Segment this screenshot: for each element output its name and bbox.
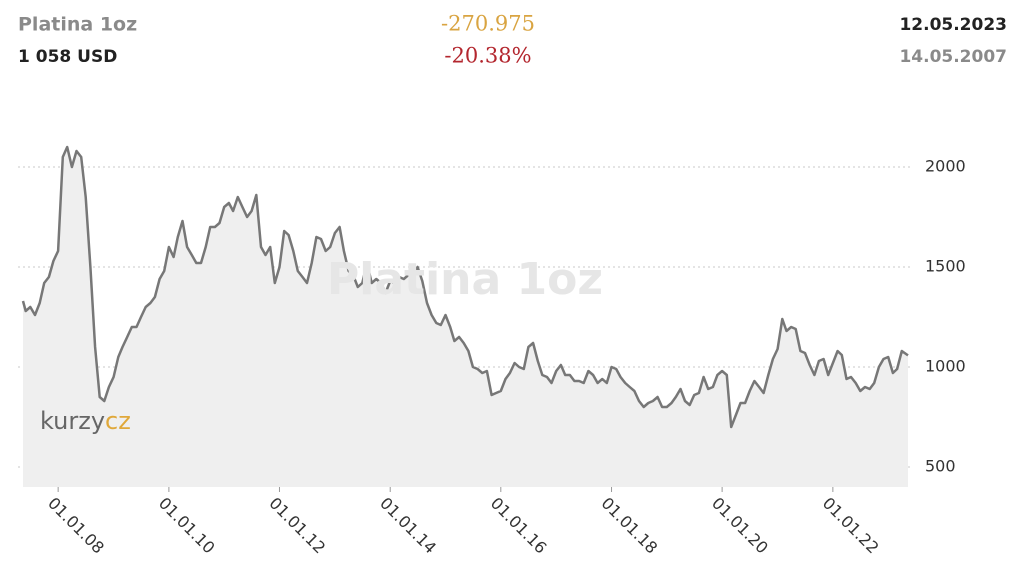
y-tick-label: 1500 — [925, 257, 966, 276]
logo-part: cz — [105, 407, 131, 435]
logo-part: kurzy — [40, 407, 105, 435]
x-tick-label: 01.01.08 — [44, 494, 108, 558]
y-tick-label: 500 — [925, 457, 956, 476]
change-pct: -20.38% — [444, 44, 531, 68]
change: -270.975 — [441, 12, 535, 36]
x-tick-label: 01.01.12 — [265, 494, 329, 558]
x-tick-label: 01.01.10 — [155, 494, 219, 558]
x-tick-label: 01.01.14 — [376, 494, 440, 558]
price: 1 058 USD — [18, 47, 117, 67]
area — [23, 147, 908, 487]
y-tick-label: 2000 — [925, 157, 966, 176]
end-date: 12.05.2023 — [899, 15, 1007, 35]
x-tick-label: 01.01.20 — [708, 494, 772, 558]
watermark: Platina 1oz — [327, 254, 603, 305]
x-tick-label: 01.01.18 — [598, 494, 662, 558]
y-tick-label: 1000 — [925, 357, 966, 376]
logo: kurzycz — [40, 407, 131, 435]
price-line — [21, 145, 909, 429]
plot-area: 500 1000 1500 2000 01.01.08 01.01.10 01.01.12 0… — [18, 145, 966, 558]
title: Platina 1oz — [18, 14, 137, 36]
x-tick-label: 01.01.22 — [819, 494, 883, 558]
x-tick-label: 01.01.16 — [487, 494, 551, 558]
start-date: 14.05.2007 — [899, 47, 1007, 67]
